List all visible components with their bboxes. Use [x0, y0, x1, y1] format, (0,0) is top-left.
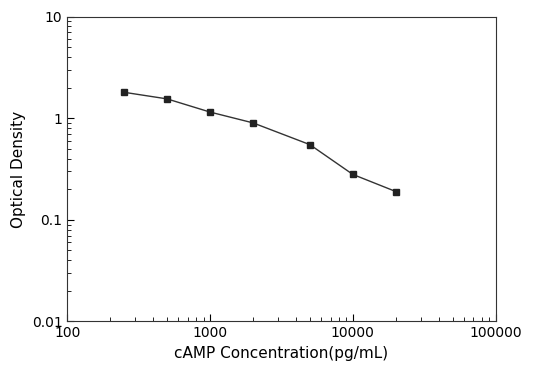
- Y-axis label: Optical Density: Optical Density: [11, 110, 26, 228]
- X-axis label: cAMP Concentration(pg/mL): cAMP Concentration(pg/mL): [174, 346, 389, 361]
